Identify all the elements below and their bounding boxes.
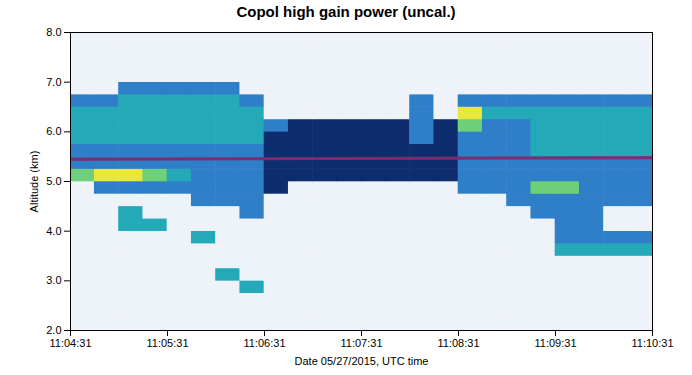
svg-text:11:10:31: 11:10:31 (631, 337, 673, 349)
svg-text:11:08:31: 11:08:31 (437, 337, 479, 349)
svg-text:5.0: 5.0 (46, 175, 61, 187)
svg-text:4.0: 4.0 (46, 225, 61, 237)
svg-text:11:06:31: 11:06:31 (243, 337, 285, 349)
svg-text:11:05:31: 11:05:31 (146, 337, 188, 349)
html-text:Copol high gain power (uncal.): Copol high gain power (uncal.) (236, 3, 456, 20)
svg-text:3.0: 3.0 (46, 274, 61, 286)
svg-text:Altitude (km): Altitude (km) (28, 151, 40, 213)
svg-text:11:07:31: 11:07:31 (340, 337, 382, 349)
svg-text:11:09:31: 11:09:31 (534, 337, 576, 349)
svg-text:11:04:31: 11:04:31 (49, 337, 91, 349)
svg-text:8.0: 8.0 (46, 26, 61, 38)
svg-text:2.0: 2.0 (46, 324, 61, 336)
svg-text:Date 05/27/2015, UTC time: Date 05/27/2015, UTC time (295, 355, 429, 367)
svg-text:7.0: 7.0 (46, 76, 61, 88)
svg-text:6.0: 6.0 (46, 125, 61, 137)
